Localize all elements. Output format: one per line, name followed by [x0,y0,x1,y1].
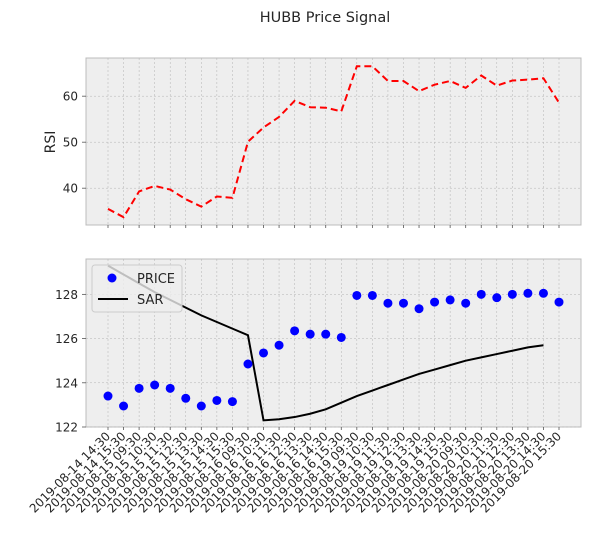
price-point [492,293,502,303]
price-point [181,393,191,403]
price-point [523,288,533,298]
price-point [336,332,346,342]
price-point [414,304,424,314]
price-point [290,326,300,336]
price-y-tick-label: 122 [55,421,78,435]
price-point [134,383,144,393]
price-point [305,329,315,339]
price-point [259,348,269,358]
rsi-plot-area [85,57,582,226]
rsi-y-ticks: 40 50 60 [63,90,560,228]
price-point [212,395,222,405]
chart-title: HUBB Price Signal [260,10,391,26]
price-point [538,288,548,298]
rsi-y-tick-label: 60 [63,90,78,104]
price-point [367,290,377,300]
rsi-panel: 40 50 60 RSI [43,57,582,228]
rsi-y-label: RSI [43,131,59,154]
rsi-y-tick-label: 50 [63,136,78,150]
price-point [103,391,113,401]
price-point [445,295,455,305]
rsi-series [107,65,560,219]
price-point [150,380,160,390]
price-point [461,298,471,308]
price-point [165,383,175,393]
price-point [554,297,564,307]
legend-price-label: PRICE [137,272,175,287]
price-point [383,298,393,308]
price-point [274,340,284,350]
legend-sar-label: SAR [137,293,163,308]
price-point [196,401,206,411]
legend-price-marker [107,273,117,283]
rsi-grid [86,58,581,225]
legend: PRICE SAR [91,264,183,313]
price-point [398,298,408,308]
price-point [321,329,331,339]
price-y-tick-label: 124 [55,376,78,390]
price-y-tick-label: 128 [55,288,78,302]
price-point [119,401,129,411]
price-point [507,289,517,299]
price-y-tick-label: 126 [55,332,78,346]
price-panel: 122 124 126 128 2019-08-14 14:302019-08-14 … [27,258,582,516]
rsi-line [107,65,560,219]
price-point [227,397,237,407]
rsi-y-tick-label: 40 [63,182,78,196]
price-point [352,290,362,300]
price-point [430,297,440,307]
price-y-ticks: 122 124 126 128 [55,288,86,435]
price-point [243,359,253,369]
price-point [476,289,486,299]
